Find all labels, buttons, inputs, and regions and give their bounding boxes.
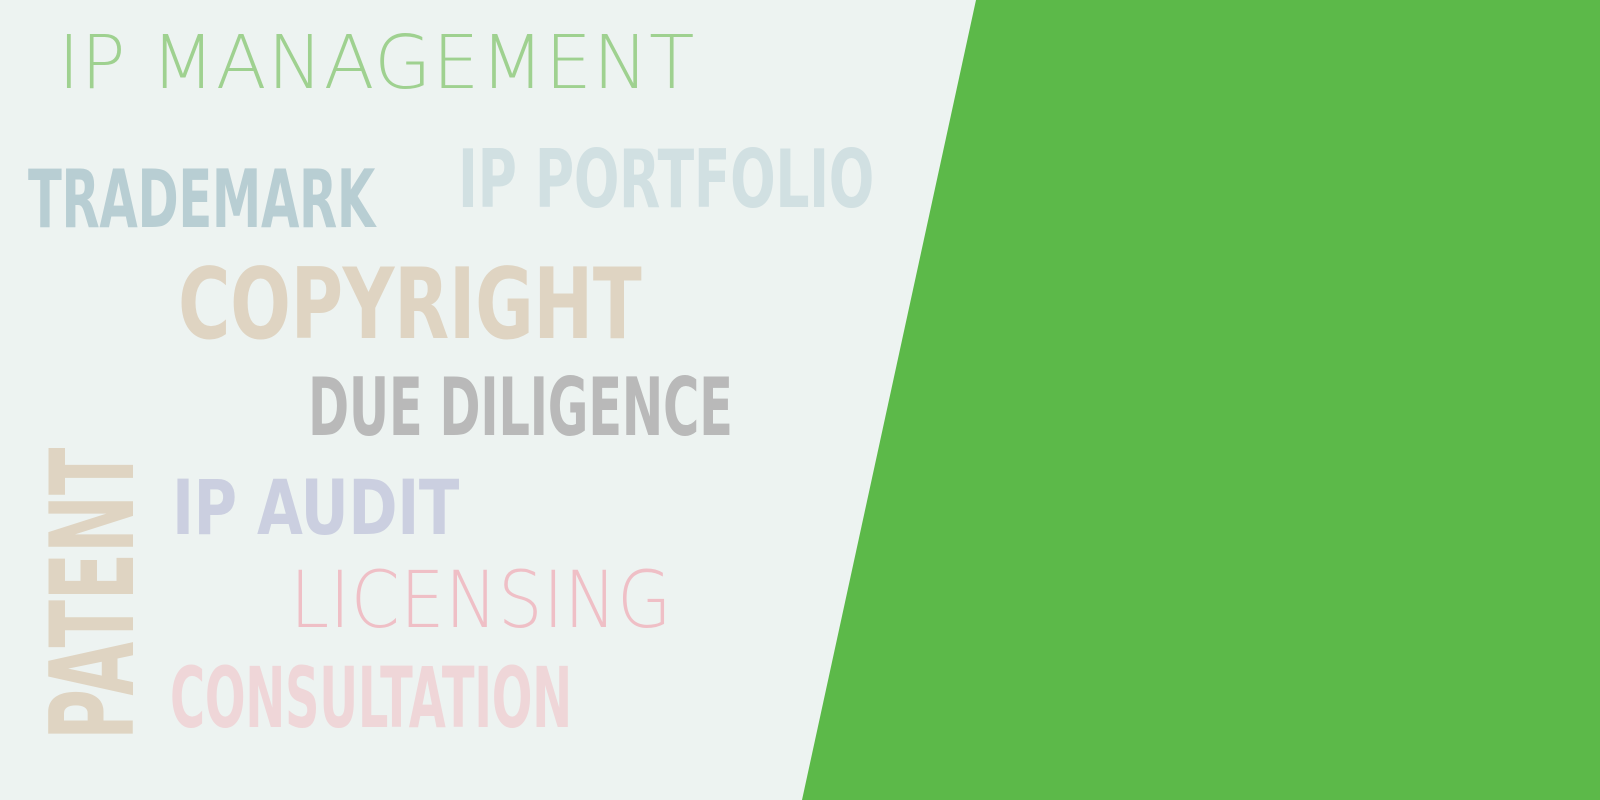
word-due-diligence: DUE DILIGENCE [308, 361, 733, 454]
word-ip-management: IP MANAGEMENT [58, 20, 696, 106]
word-ip-audit: IP AUDIT [172, 463, 459, 552]
word-ip-portfolio: IP PORTFOLIO [458, 133, 874, 226]
word-consultation: CONSULTATION [170, 649, 572, 747]
word-patent: PATENT [26, 447, 161, 740]
word-licensing: LICENSING [290, 556, 672, 646]
word-copyright: COPYRIGHT [178, 248, 642, 362]
word-trademark: TRADEMARK [28, 153, 376, 246]
